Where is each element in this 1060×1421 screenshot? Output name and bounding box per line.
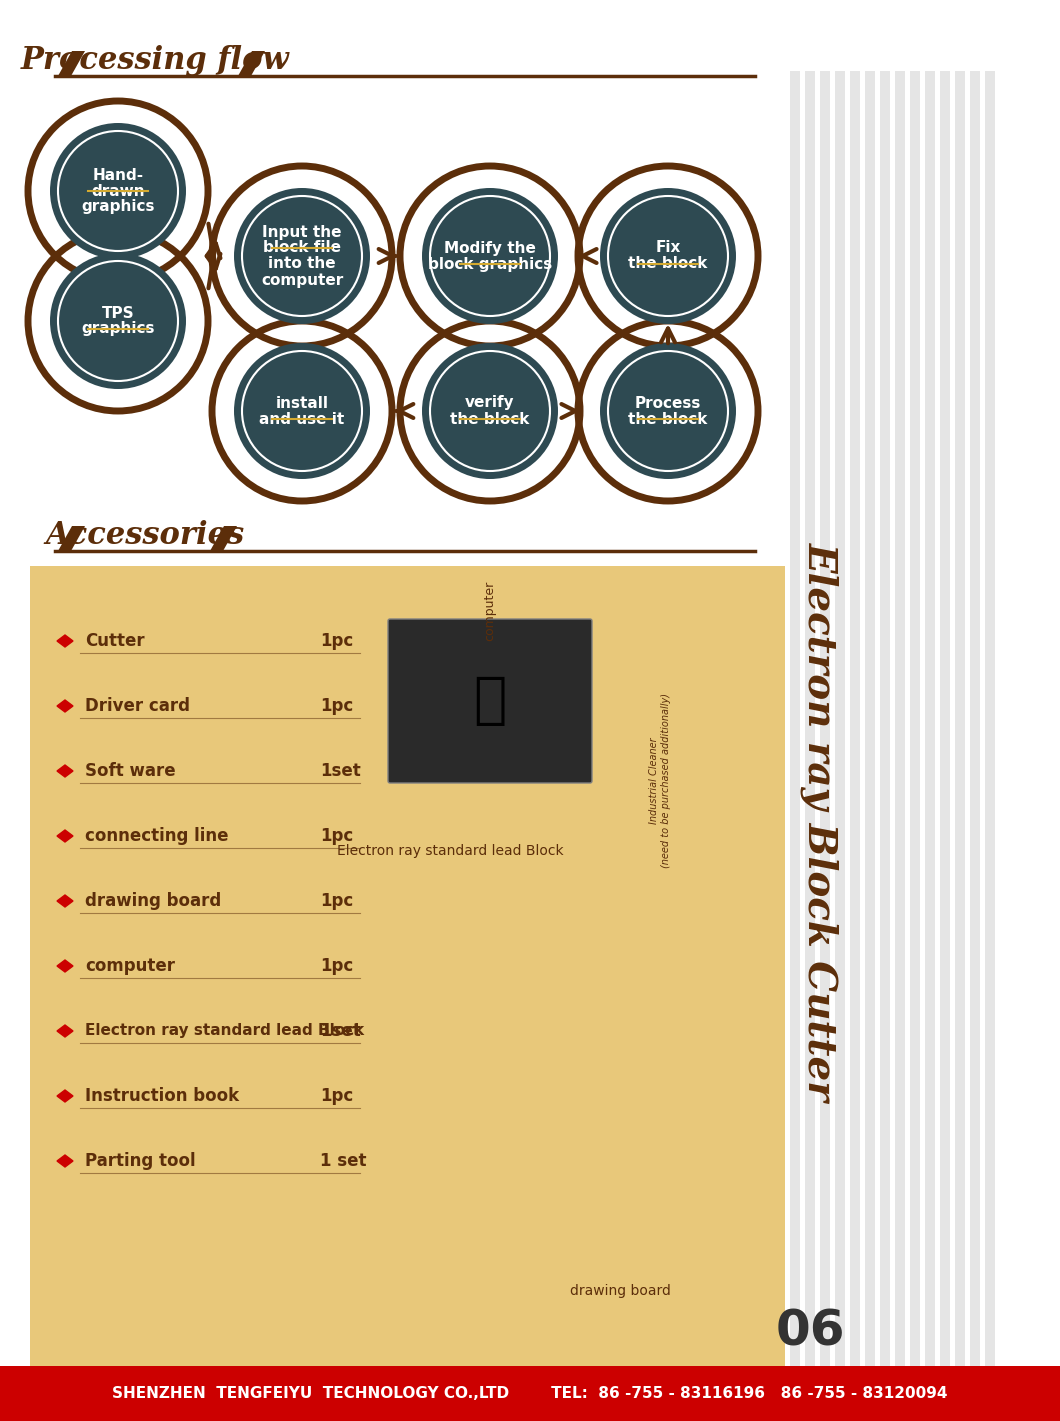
- Bar: [925, 71, 935, 1371]
- Text: SHENZHEN  TENGFEIYU  TECHNOLOGY CO.,LTD        TEL:  86 -755 - 83116196   86 -75: SHENZHEN TENGFEIYU TECHNOLOGY CO.,LTD TE…: [112, 1387, 948, 1401]
- Bar: [850, 71, 860, 1371]
- Bar: [970, 71, 981, 1371]
- Text: the block: the block: [450, 412, 530, 426]
- Text: 1pc: 1pc: [320, 892, 353, 909]
- Bar: [0, 1366, 1060, 1421]
- Bar: [909, 71, 920, 1371]
- Polygon shape: [57, 830, 73, 843]
- Polygon shape: [210, 526, 237, 551]
- Text: 🖥: 🖥: [474, 674, 507, 728]
- Text: verify: verify: [465, 395, 515, 411]
- Bar: [940, 71, 950, 1371]
- Bar: [985, 71, 995, 1371]
- Polygon shape: [57, 701, 73, 712]
- Polygon shape: [57, 1025, 73, 1037]
- Circle shape: [422, 188, 558, 324]
- Polygon shape: [58, 51, 85, 75]
- Text: block file: block file: [263, 240, 341, 256]
- Text: drawn: drawn: [91, 183, 145, 199]
- Text: connecting line: connecting line: [85, 827, 229, 845]
- Text: the block: the block: [629, 257, 708, 271]
- Text: Hand-: Hand-: [92, 168, 143, 182]
- Polygon shape: [57, 961, 73, 972]
- Text: graphics: graphics: [82, 321, 155, 337]
- Polygon shape: [57, 1155, 73, 1167]
- Text: Electron ray standard lead Block: Electron ray standard lead Block: [337, 844, 563, 858]
- Text: 1pc: 1pc: [320, 827, 353, 845]
- Text: drawing board: drawing board: [85, 892, 222, 909]
- Text: Modify the: Modify the: [444, 240, 536, 256]
- Polygon shape: [238, 51, 265, 75]
- Text: computer: computer: [85, 956, 175, 975]
- Bar: [895, 71, 905, 1371]
- Text: install: install: [276, 395, 329, 411]
- Polygon shape: [58, 526, 85, 551]
- Text: drawing board: drawing board: [569, 1285, 670, 1297]
- Text: graphics: graphics: [82, 199, 155, 215]
- Polygon shape: [57, 635, 73, 647]
- Text: Input the: Input the: [262, 225, 341, 240]
- Text: 1pc: 1pc: [320, 956, 353, 975]
- Bar: [820, 71, 830, 1371]
- Text: block graphics: block graphics: [428, 257, 552, 271]
- Text: Processing flow: Processing flow: [20, 45, 289, 77]
- Bar: [790, 71, 800, 1371]
- Circle shape: [50, 124, 186, 259]
- Polygon shape: [57, 764, 73, 777]
- Text: 1set: 1set: [320, 762, 360, 780]
- Text: computer: computer: [483, 581, 496, 641]
- Bar: [955, 71, 965, 1371]
- Bar: [880, 71, 890, 1371]
- Text: the block: the block: [629, 412, 708, 426]
- Text: Soft ware: Soft ware: [85, 762, 176, 780]
- Text: 06: 06: [775, 1307, 845, 1356]
- Text: Process: Process: [635, 395, 701, 411]
- Text: Fix: Fix: [655, 240, 681, 256]
- Text: Industrial Cleaner
(need to be purchased additionally): Industrial Cleaner (need to be purchased…: [649, 693, 671, 868]
- Text: Driver card: Driver card: [85, 696, 190, 715]
- Circle shape: [422, 342, 558, 479]
- Circle shape: [600, 342, 736, 479]
- Bar: [835, 71, 845, 1371]
- Polygon shape: [57, 895, 73, 907]
- Circle shape: [50, 253, 186, 389]
- Text: into the: into the: [268, 257, 336, 271]
- Text: Cutter: Cutter: [85, 632, 144, 649]
- Text: and use it: and use it: [260, 412, 344, 426]
- Text: TPS: TPS: [102, 306, 135, 321]
- Bar: [30, 566, 785, 1376]
- Text: 1pc: 1pc: [320, 632, 353, 649]
- Bar: [865, 71, 874, 1371]
- Text: Instruction book: Instruction book: [85, 1087, 240, 1106]
- Text: Electron ray standard lead Block: Electron ray standard lead Block: [85, 1023, 365, 1039]
- Text: computer: computer: [261, 273, 343, 287]
- Text: Electron ray Block Cutter: Electron ray Block Cutter: [800, 541, 840, 1100]
- Polygon shape: [57, 1090, 73, 1103]
- Text: 1pc: 1pc: [320, 696, 353, 715]
- Text: Accessories: Accessories: [46, 520, 245, 551]
- Circle shape: [600, 188, 736, 324]
- Text: Parting tool: Parting tool: [85, 1152, 196, 1169]
- Bar: [805, 71, 815, 1371]
- FancyBboxPatch shape: [388, 620, 591, 783]
- Circle shape: [234, 188, 370, 324]
- Circle shape: [234, 342, 370, 479]
- Text: 1pc: 1pc: [320, 1087, 353, 1106]
- Text: 1 set: 1 set: [320, 1152, 367, 1169]
- Text: 1set: 1set: [320, 1022, 360, 1040]
